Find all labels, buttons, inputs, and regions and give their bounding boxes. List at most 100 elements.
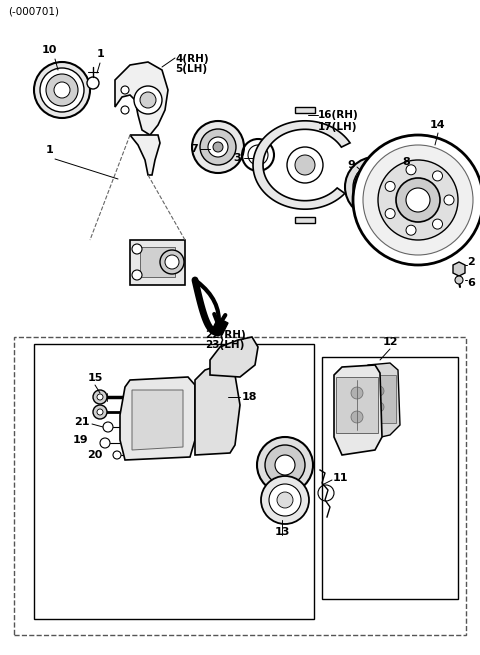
- Circle shape: [132, 270, 142, 280]
- Text: 16(RH): 16(RH): [318, 110, 359, 120]
- Circle shape: [100, 438, 110, 448]
- Circle shape: [353, 135, 480, 265]
- Text: 3: 3: [233, 153, 241, 163]
- Text: 14: 14: [430, 120, 445, 130]
- Circle shape: [356, 172, 363, 179]
- Polygon shape: [212, 318, 228, 335]
- Circle shape: [351, 411, 363, 423]
- Polygon shape: [334, 365, 382, 455]
- Text: 10: 10: [42, 45, 58, 55]
- Circle shape: [432, 219, 443, 229]
- Text: 9: 9: [347, 160, 355, 170]
- Text: 2: 2: [467, 257, 475, 267]
- Circle shape: [165, 255, 179, 269]
- Circle shape: [93, 390, 107, 404]
- Polygon shape: [295, 107, 315, 113]
- Circle shape: [132, 244, 142, 254]
- Circle shape: [134, 86, 162, 114]
- Circle shape: [287, 147, 323, 183]
- Circle shape: [377, 202, 384, 208]
- Text: 11: 11: [333, 473, 348, 483]
- Polygon shape: [130, 135, 160, 175]
- Circle shape: [140, 92, 156, 108]
- Circle shape: [295, 155, 315, 175]
- Circle shape: [192, 121, 244, 173]
- Text: 20: 20: [86, 450, 102, 460]
- Polygon shape: [362, 375, 396, 423]
- Polygon shape: [453, 262, 465, 276]
- Circle shape: [432, 171, 443, 181]
- Polygon shape: [210, 337, 258, 377]
- Circle shape: [377, 166, 384, 172]
- Circle shape: [363, 145, 473, 255]
- Circle shape: [277, 492, 293, 508]
- Circle shape: [406, 225, 416, 235]
- Circle shape: [374, 402, 384, 412]
- Circle shape: [97, 394, 103, 400]
- Circle shape: [353, 165, 397, 209]
- Polygon shape: [336, 377, 378, 433]
- Circle shape: [46, 74, 78, 106]
- Circle shape: [396, 178, 440, 222]
- Text: 18: 18: [242, 392, 257, 402]
- Circle shape: [385, 208, 395, 219]
- Text: 23(LH): 23(LH): [205, 340, 245, 350]
- Polygon shape: [115, 62, 168, 135]
- Polygon shape: [295, 217, 315, 223]
- Circle shape: [213, 142, 223, 152]
- Polygon shape: [253, 121, 350, 209]
- Circle shape: [103, 422, 113, 432]
- Circle shape: [455, 276, 463, 284]
- Circle shape: [113, 451, 121, 459]
- Circle shape: [378, 160, 458, 240]
- Circle shape: [406, 188, 430, 212]
- Circle shape: [200, 129, 236, 165]
- Text: 21: 21: [74, 417, 90, 427]
- Circle shape: [351, 387, 363, 399]
- Circle shape: [34, 62, 90, 118]
- Circle shape: [385, 181, 395, 191]
- Text: 12: 12: [382, 337, 398, 347]
- Circle shape: [395, 185, 405, 195]
- Circle shape: [363, 175, 387, 199]
- Polygon shape: [132, 390, 183, 450]
- Circle shape: [406, 165, 416, 175]
- Polygon shape: [360, 363, 400, 440]
- Circle shape: [275, 455, 295, 475]
- Circle shape: [160, 250, 184, 274]
- Text: 17(LH): 17(LH): [318, 122, 358, 132]
- Circle shape: [374, 386, 384, 396]
- Circle shape: [345, 157, 405, 217]
- Circle shape: [261, 476, 309, 524]
- Circle shape: [54, 82, 70, 98]
- Polygon shape: [195, 365, 240, 455]
- Circle shape: [391, 183, 397, 191]
- Polygon shape: [130, 240, 185, 285]
- Circle shape: [121, 106, 129, 114]
- Circle shape: [121, 86, 129, 94]
- Circle shape: [356, 195, 363, 202]
- Text: 22(RH): 22(RH): [204, 330, 245, 340]
- Text: 15: 15: [87, 373, 103, 383]
- Polygon shape: [120, 377, 195, 460]
- Text: 5(LH): 5(LH): [175, 64, 207, 74]
- Text: 1: 1: [46, 145, 54, 155]
- Text: 19: 19: [72, 435, 88, 445]
- Text: (-000701): (-000701): [8, 7, 59, 17]
- Circle shape: [369, 181, 381, 193]
- Circle shape: [269, 484, 301, 516]
- Text: 8: 8: [402, 157, 410, 167]
- Text: 13: 13: [274, 527, 290, 537]
- Circle shape: [257, 437, 313, 493]
- Circle shape: [40, 68, 84, 112]
- Polygon shape: [140, 247, 175, 277]
- Text: 4(RH): 4(RH): [175, 54, 209, 64]
- Text: 6: 6: [467, 278, 475, 288]
- Circle shape: [87, 77, 99, 89]
- Circle shape: [208, 137, 228, 157]
- Text: 7: 7: [190, 144, 198, 154]
- Text: 1: 1: [97, 49, 105, 59]
- Circle shape: [444, 195, 454, 205]
- Circle shape: [97, 409, 103, 415]
- Circle shape: [93, 405, 107, 419]
